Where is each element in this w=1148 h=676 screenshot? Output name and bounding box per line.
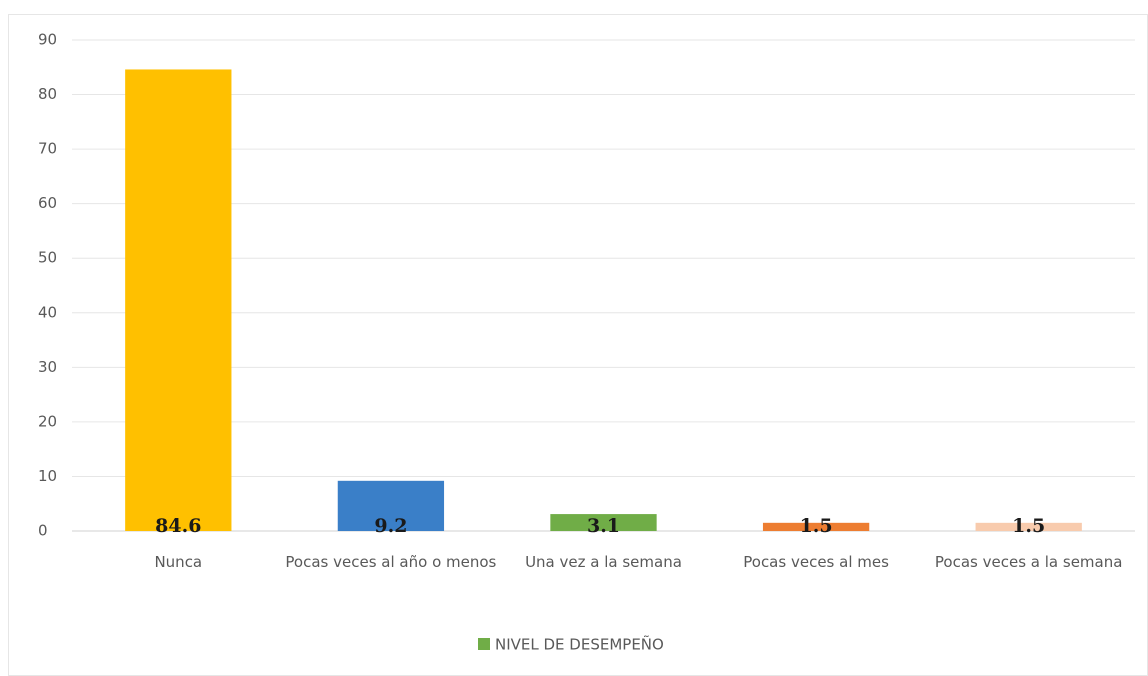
y-tick-label: 30 — [38, 358, 57, 376]
y-tick-label: 60 — [38, 194, 57, 212]
y-tick-label: 70 — [38, 140, 57, 158]
y-tick-label: 50 — [38, 249, 57, 267]
x-tick-label: Pocas veces a la semana — [934, 553, 1123, 571]
y-tick-label: 20 — [38, 412, 57, 430]
bar — [337, 480, 445, 531]
y-tick-label: 40 — [38, 303, 57, 321]
value-label: 1.5 — [1012, 515, 1045, 537]
legend-label: NIVEL DE DESEMPEÑO — [495, 635, 664, 654]
x-tick-label: Nunca — [154, 553, 203, 571]
bar — [975, 522, 1082, 531]
bar — [125, 69, 232, 532]
y-tick-label: 90 — [38, 31, 57, 49]
x-tick-label: Una vez a la semana — [525, 553, 682, 571]
value-label: 9.2 — [374, 515, 407, 537]
bar — [550, 514, 657, 531]
legend-swatch — [478, 638, 490, 650]
y-tick-label: 0 — [38, 522, 48, 540]
x-tick-label: Pocas veces al año o menos — [285, 553, 497, 571]
x-tick-label: Pocas veces al mes — [743, 553, 889, 571]
value-label: 1.5 — [800, 515, 833, 537]
value-label: 84.6 — [155, 515, 201, 537]
value-label: 3.1 — [587, 515, 620, 537]
y-tick-label: 80 — [38, 85, 57, 103]
y-tick-label: 10 — [38, 467, 57, 485]
bar — [762, 522, 870, 531]
